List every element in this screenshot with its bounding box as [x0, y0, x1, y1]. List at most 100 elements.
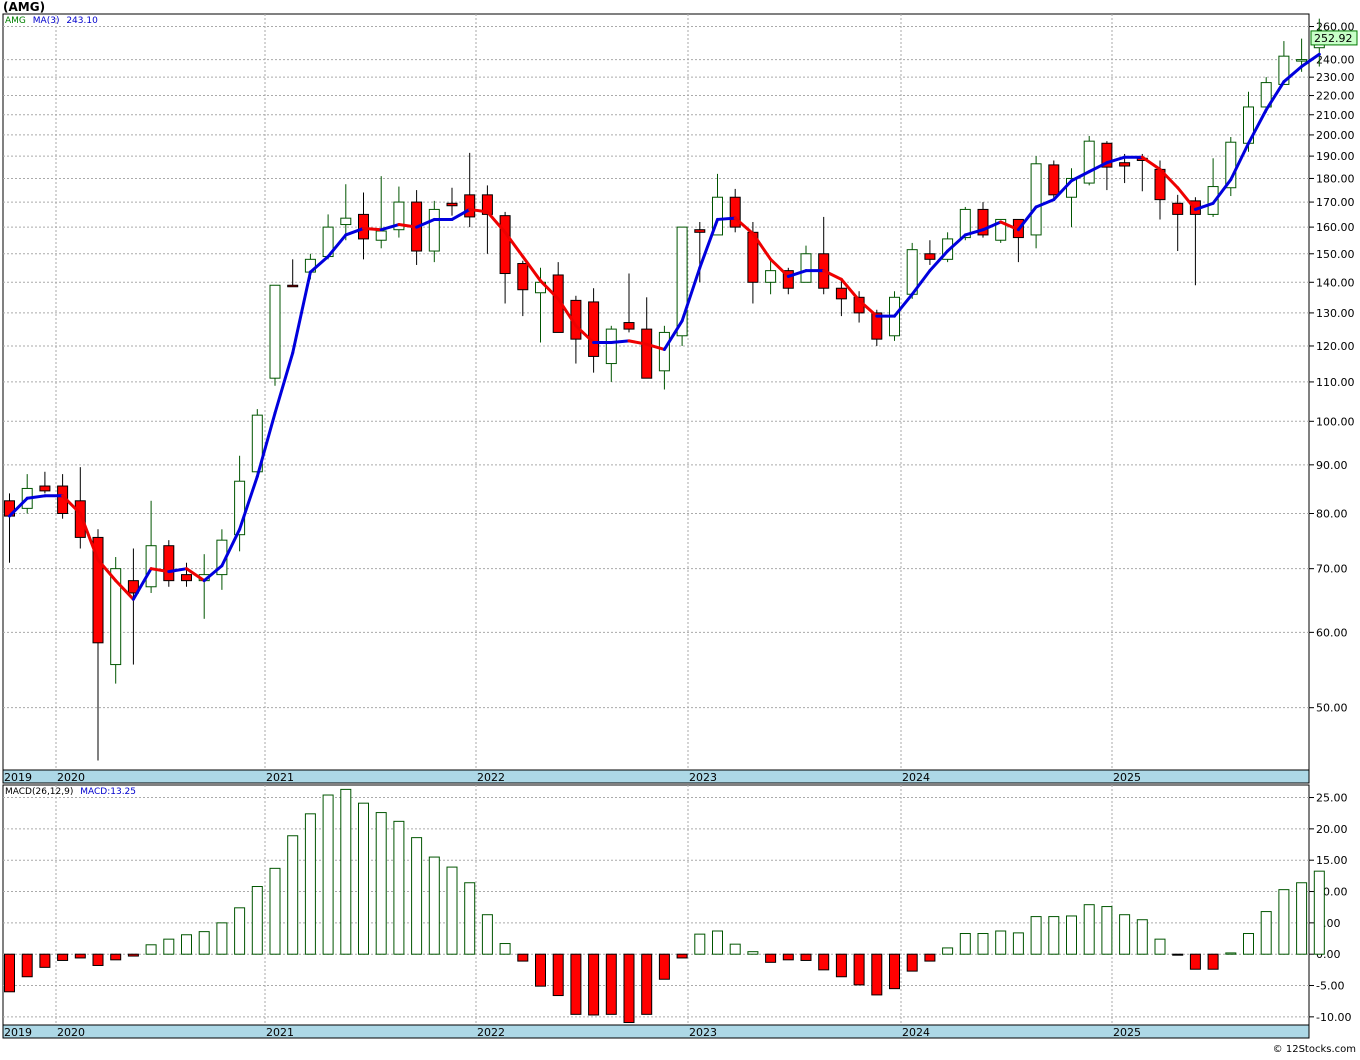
- macd-tick-label: -10.00: [1316, 1011, 1351, 1024]
- macd-bar-positive: [446, 866, 458, 955]
- macd-bar-negative: [39, 953, 51, 968]
- ma-line-segment: [857, 298, 879, 318]
- macd-bar-positive: [251, 886, 263, 955]
- chart-title: (AMG): [3, 0, 46, 14]
- candle-down: [39, 485, 51, 492]
- ma-line-segment: [963, 228, 985, 237]
- ma-line-segment: [220, 527, 242, 568]
- ma-line-segment: [397, 223, 419, 229]
- macd-bar-positive: [163, 938, 175, 955]
- price-panel-frame: [2, 13, 1310, 771]
- macd-bar-positive: [747, 951, 759, 955]
- macd-panel-frame: [2, 784, 1310, 1026]
- candle-down: [181, 574, 192, 582]
- macd-tick-label: 25.00: [1316, 792, 1348, 805]
- price-tick-label: 240.00: [1316, 54, 1355, 67]
- ma-line-segment: [308, 255, 330, 274]
- macd-bar-positive: [340, 788, 352, 955]
- macd-bar-positive: [1243, 933, 1254, 955]
- macd-bar-positive: [1313, 870, 1325, 955]
- candle-down: [464, 194, 476, 218]
- ma-line-segment: [1282, 65, 1304, 84]
- candle-down: [287, 284, 299, 288]
- candle-up: [605, 328, 617, 365]
- macd-tick-label: 20.00: [1316, 823, 1348, 836]
- ma-line-segment: [627, 339, 649, 346]
- ma-line-segment: [202, 564, 224, 583]
- macd-bar-negative: [1172, 953, 1184, 956]
- price-tick-label: 100.00: [1316, 415, 1355, 428]
- macd-bar-negative: [889, 953, 900, 990]
- candle-up: [765, 270, 777, 283]
- price-tick-label: 210.00: [1316, 109, 1355, 122]
- price-year-label: 2024: [902, 771, 930, 784]
- ma-line-segment: [291, 270, 312, 355]
- candle-down: [163, 545, 175, 582]
- price-year-label: 2020: [57, 771, 85, 784]
- ma-line-segment: [238, 474, 259, 531]
- ma-line-segment: [25, 494, 47, 500]
- ma-line-segment: [415, 217, 436, 229]
- price-tick-label: 50.00: [1316, 702, 1348, 715]
- candle-down: [1101, 142, 1113, 168]
- ma-line-segment: [185, 567, 206, 583]
- macd-bar-negative: [21, 953, 33, 978]
- candle-up: [1083, 140, 1095, 184]
- candle-up: [234, 480, 246, 536]
- macd-bar-negative: [127, 953, 139, 957]
- macd-bar-positive: [464, 882, 476, 955]
- macd-bar-positive: [287, 835, 299, 955]
- ma-line-segment: [1193, 201, 1215, 211]
- ma-line-segment: [1229, 141, 1250, 182]
- ma-line-segment: [839, 277, 861, 302]
- ma-line-segment: [1247, 108, 1268, 145]
- candle-up: [1260, 82, 1272, 108]
- macd-bar-positive: [499, 943, 511, 955]
- price-tick-label: 190.00: [1316, 150, 1355, 163]
- price-tick-label: 80.00: [1316, 507, 1348, 520]
- macd-bar-positive: [1101, 906, 1113, 955]
- macd-bar-positive: [1154, 938, 1166, 955]
- candle-down: [977, 208, 989, 236]
- macd-bar-positive: [234, 907, 246, 955]
- price-year-label: 2021: [266, 771, 294, 784]
- price-tick-label: 220.00: [1316, 90, 1355, 103]
- macd-bar-positive: [1048, 916, 1060, 955]
- ma-line-segment: [786, 269, 808, 278]
- candle-down: [74, 500, 86, 538]
- macd-bar-negative: [1189, 953, 1201, 970]
- last-price-label: 252.92: [1314, 32, 1353, 45]
- candle-down: [623, 322, 635, 330]
- ma-line-segment: [273, 351, 295, 415]
- ma-line-segment: [503, 230, 525, 259]
- macd-bar-positive: [1278, 889, 1290, 955]
- macd-bar-negative: [570, 953, 582, 1015]
- ma-line-segment: [822, 269, 843, 281]
- candle-down: [588, 301, 600, 357]
- macd-tick-label: 15.00: [1316, 854, 1348, 867]
- ticker-label: AMG: [5, 16, 26, 26]
- ma-line-segment: [893, 292, 914, 318]
- ma-line-segment: [1087, 161, 1109, 174]
- price-tick-label: 140.00: [1316, 276, 1355, 289]
- ma-line-segment: [981, 220, 1003, 232]
- macd-bar-positive: [216, 922, 228, 955]
- candle-up: [393, 201, 405, 231]
- candle-down: [694, 229, 706, 233]
- macd-bar-positive: [375, 812, 387, 955]
- candle-up: [959, 208, 971, 239]
- ma-line-segment: [1016, 205, 1038, 232]
- candle-up: [269, 284, 281, 379]
- macd-bar-positive: [977, 933, 989, 955]
- macd-bar-positive: [1083, 904, 1095, 955]
- macd-bar-negative: [676, 953, 688, 959]
- price-tick-label: 90.00: [1316, 459, 1348, 472]
- ma-line-segment: [1158, 167, 1180, 190]
- macd-bar-negative: [552, 953, 564, 997]
- price-tick-label: 120.00: [1316, 340, 1355, 353]
- price-tick-label: 170.00: [1316, 196, 1355, 209]
- ma-label: MA(3): [32, 16, 60, 26]
- candle-up: [145, 545, 157, 588]
- ma-line-segment: [999, 220, 1020, 232]
- ma-line-segment: [326, 233, 348, 259]
